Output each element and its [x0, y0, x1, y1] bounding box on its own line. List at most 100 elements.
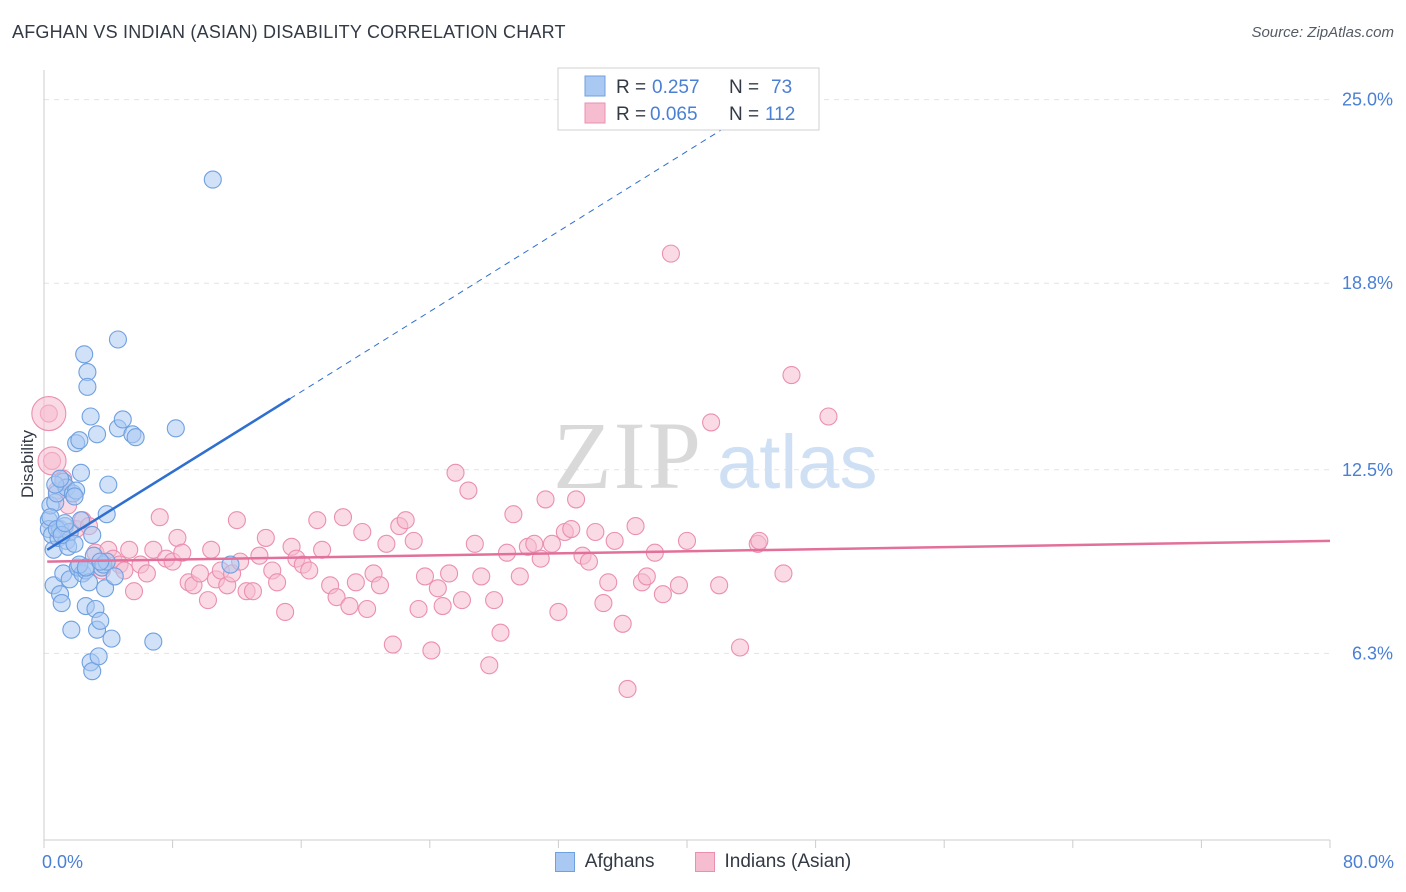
x-tick-label-max: 80.0%: [1342, 852, 1394, 872]
chart-source: Source: ZipAtlas.com: [1251, 24, 1394, 41]
afghans-point-22: [65, 534, 84, 553]
indians-point-45: [300, 561, 319, 580]
indians-point-93: [605, 531, 624, 550]
indians-point-52: [346, 573, 365, 592]
afghans-point-35: [79, 573, 99, 592]
legend-bottom: Afghans Indians (Asian): [0, 851, 1406, 873]
indians-point-73: [480, 656, 499, 675]
indians-point-70: [459, 481, 478, 500]
afghans-point-52: [102, 629, 121, 648]
legend-blue-swatch: [584, 75, 606, 97]
legend-blue-r-label: R =: [616, 77, 646, 98]
indians-point-33: [227, 511, 246, 530]
indians-point-69: [452, 591, 472, 610]
indians-point-27: [198, 591, 218, 610]
legend-pink-n-value: 112: [765, 104, 795, 125]
indians-point-60: [396, 511, 415, 530]
indians-point-49: [327, 588, 346, 607]
indians-point-53: [353, 522, 372, 542]
y-tick-label-0: 6.3%: [1352, 643, 1393, 663]
indians-point-large-0: [31, 395, 67, 432]
indians-point-94: [613, 614, 632, 633]
afghans-point-34: [78, 377, 97, 396]
indians-point-28: [202, 540, 221, 559]
indians-point-109: [774, 564, 793, 583]
afghans-point-66: [55, 514, 74, 533]
indians-point-87: [567, 490, 586, 509]
indians-point-82: [536, 490, 555, 509]
indians-point-66: [433, 596, 452, 616]
afghans-point-60: [166, 419, 185, 438]
trend-lines: [46, 125, 1331, 563]
afghans-point-56: [113, 410, 132, 429]
indians-point-89: [579, 552, 598, 571]
indians-point-111: [782, 365, 801, 385]
indians-point-26: [190, 564, 209, 583]
legend-top: R = 0.257 N = 73 R = 0.065 N = 112: [557, 67, 820, 131]
indians-point-105: [710, 576, 729, 595]
indians-point-38: [256, 528, 275, 547]
indians-point-17: [137, 564, 156, 583]
indians-point-37: [250, 546, 269, 565]
indians-trend-line: [47, 539, 1331, 563]
y-tick-label-3: 25.0%: [1342, 90, 1393, 110]
indians-point-96: [626, 517, 645, 536]
indians-point-86: [562, 519, 581, 539]
afghans-point-62: [221, 555, 240, 574]
afghans-point-43: [87, 425, 107, 444]
legend-pink-r-value: 0.065: [650, 104, 698, 125]
indians-point-67: [440, 564, 459, 583]
afghans-point-27: [71, 463, 91, 482]
afghans-trend-line: [46, 397, 291, 551]
watermark: ZIP atlas: [553, 402, 878, 509]
y-tick-label-2: 18.8%: [1342, 273, 1393, 293]
indians-point-18: [144, 540, 163, 559]
indians-point-15: [124, 582, 144, 601]
afghans-point-72: [51, 469, 70, 488]
indians-point-68: [446, 463, 465, 482]
legend-blue-r-value: 0.257: [652, 77, 700, 98]
indians-point-101: [661, 244, 680, 263]
indians-point-64: [422, 641, 441, 660]
legend-swatch-afghans: [554, 852, 575, 872]
indians-point-14: [120, 540, 139, 559]
indians-point-95: [618, 679, 637, 699]
indians-point-72: [472, 567, 491, 586]
afghans-point-45: [91, 611, 110, 630]
indians-point-75: [491, 623, 510, 642]
afghans-point-30: [75, 345, 94, 364]
afghans-points: [39, 170, 240, 681]
indians-point-40: [268, 573, 287, 592]
legend-label-afghans: Afghans: [584, 851, 655, 872]
indians-point-104: [702, 413, 721, 432]
indians-point-19: [150, 508, 169, 527]
grid-layer: [44, 99, 1330, 654]
afghans-point-53: [105, 567, 124, 586]
afghans-point-58: [126, 428, 145, 447]
legend-label-indians: Indians (Asian): [724, 851, 852, 872]
legend-item-indians: Indians (Asian): [694, 851, 852, 873]
afghans-point-11: [52, 594, 71, 613]
indians-point-56: [370, 576, 390, 595]
indians-point-110: [819, 407, 838, 426]
x-tick-label-min: 0.0%: [42, 852, 84, 872]
indians-point-58: [383, 635, 402, 654]
y-tick-labels: 6.3% 12.5% 18.8% 25.0%: [1342, 90, 1393, 664]
y-tick-label-1: 12.5%: [1342, 460, 1393, 480]
indians-point-54: [358, 599, 377, 619]
legend-item-afghans: Afghans: [554, 851, 655, 873]
afghans-point-44: [89, 647, 108, 666]
indians-point-77: [504, 505, 523, 524]
afghans-point-59: [144, 632, 163, 651]
indians-point-51: [340, 596, 359, 616]
legend-swatch-indians: [694, 852, 715, 872]
indians-point-71: [465, 534, 484, 553]
afghans-point-20: [62, 620, 81, 639]
indians-point-108: [750, 531, 769, 550]
afghans-point-51: [99, 475, 118, 494]
legend-blue-n-label: N =: [729, 77, 759, 98]
indians-point-57: [377, 534, 396, 553]
afghans-point-36: [81, 407, 100, 426]
indians-point-100: [653, 585, 672, 604]
